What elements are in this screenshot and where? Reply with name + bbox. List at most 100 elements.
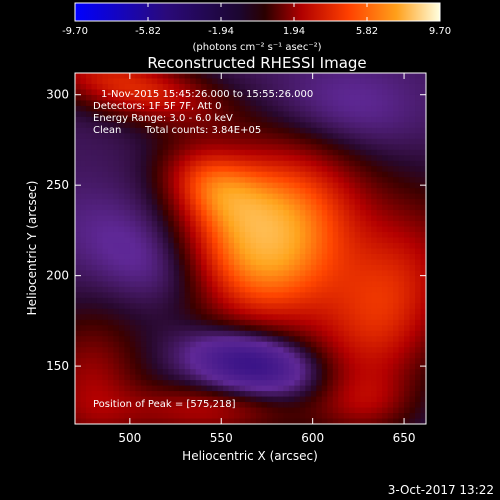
heatmap-cell (393, 226, 400, 233)
heatmap-cell (217, 122, 224, 129)
heatmap-cell (250, 105, 257, 112)
heatmap-cell (365, 380, 372, 387)
heatmap-cell (272, 89, 279, 96)
heatmap-cell (409, 275, 416, 282)
heatmap-cell (190, 116, 197, 123)
heatmap-cell (234, 215, 241, 222)
heatmap-cell (173, 259, 180, 266)
heatmap-cell (206, 171, 213, 178)
heatmap-cell (393, 144, 400, 151)
heatmap-cell (266, 248, 274, 255)
heatmap-cell (245, 215, 252, 222)
heatmap-cell (91, 149, 98, 156)
heatmap-cell (327, 111, 334, 118)
heatmap-cell (371, 221, 378, 228)
heatmap-cell (102, 286, 109, 293)
heatmap-cell (299, 308, 306, 315)
heatmap-cell (223, 248, 230, 255)
heatmap-cell (91, 281, 98, 288)
heatmap-cell (398, 292, 405, 299)
heatmap-cell (129, 177, 136, 184)
heatmap-cell (135, 78, 142, 85)
heatmap-cell (212, 111, 219, 118)
heatmap-cell (327, 303, 334, 310)
heatmap-cell (157, 166, 164, 173)
heatmap-cell (135, 166, 142, 173)
heatmap-cell (255, 160, 263, 167)
heatmap-cell (250, 237, 257, 244)
heatmap-cell (245, 166, 252, 173)
heatmap-cell (393, 199, 400, 206)
heatmap-cell (387, 188, 394, 195)
heatmap-cell (228, 166, 235, 173)
heatmap-cell (173, 248, 180, 255)
heatmap-cell (387, 78, 394, 85)
heatmap-cell (349, 402, 356, 409)
heatmap-cell (91, 166, 98, 173)
heatmap-cell (124, 166, 131, 173)
heatmap-cell (360, 358, 367, 365)
heatmap-cell (157, 264, 164, 272)
heatmap-cell (223, 182, 230, 189)
heatmap-cell (96, 352, 104, 359)
heatmap-cell (223, 226, 230, 233)
heatmap-cell (245, 122, 252, 129)
heatmap-cell (234, 325, 241, 332)
heatmap-cell (305, 319, 312, 326)
heatmap-cell (228, 418, 235, 424)
heatmap-cell (118, 177, 125, 184)
heatmap-cell (398, 210, 405, 217)
heatmap-cell (371, 418, 378, 424)
heatmap-cell (102, 264, 109, 272)
heatmap-cell (288, 210, 295, 217)
heatmap-cell (327, 358, 334, 365)
heatmap-cell (398, 237, 405, 244)
heatmap-cell (80, 336, 87, 343)
heatmap-cell (316, 166, 323, 173)
heatmap-cell (365, 358, 372, 365)
heatmap-cell (80, 341, 87, 348)
heatmap-cell (135, 160, 142, 167)
heatmap-cell (168, 243, 175, 250)
heatmap-cell (140, 188, 147, 195)
heatmap-cell (365, 347, 372, 354)
heatmap-cell (239, 380, 246, 387)
heatmap-cell (179, 171, 186, 178)
heatmap-cell (201, 215, 208, 222)
heatmap-cell (255, 391, 263, 398)
heatmap-cell (234, 116, 241, 123)
heatmap-cell (124, 297, 131, 304)
heatmap-cell (250, 297, 257, 304)
heatmap-cell (206, 358, 213, 365)
heatmap-cell (75, 341, 82, 348)
heatmap-cell (85, 374, 93, 381)
heatmap-cell (283, 369, 290, 376)
heatmap-cell (107, 281, 114, 288)
heatmap-cell (179, 83, 186, 91)
heatmap-cell (409, 363, 416, 370)
heatmap-cell (118, 385, 125, 392)
heatmap-cell (299, 100, 306, 107)
heatmap-cell (371, 407, 378, 414)
heatmap-cell (371, 232, 378, 239)
heatmap-cell (157, 232, 164, 239)
heatmap-cell (360, 232, 367, 239)
heatmap-cell (113, 259, 120, 266)
heatmap-cell (294, 138, 301, 145)
heatmap-cell (382, 133, 389, 140)
heatmap-cell (75, 155, 82, 162)
heatmap-cell (288, 73, 295, 80)
heatmap-cell (228, 127, 235, 134)
heatmap-cell (179, 73, 186, 80)
heatmap-cell (382, 243, 389, 250)
heatmap-cell (107, 188, 114, 195)
heatmap-cell (365, 303, 372, 310)
heatmap-cell (80, 226, 87, 233)
heatmap-cell (420, 100, 426, 107)
heatmap-cell (184, 204, 191, 211)
heatmap-cell (129, 292, 136, 299)
heatmap-cell (376, 341, 383, 348)
heatmap-cell (157, 182, 164, 189)
heatmap-cell (129, 358, 136, 365)
heatmap-cell (404, 314, 411, 321)
